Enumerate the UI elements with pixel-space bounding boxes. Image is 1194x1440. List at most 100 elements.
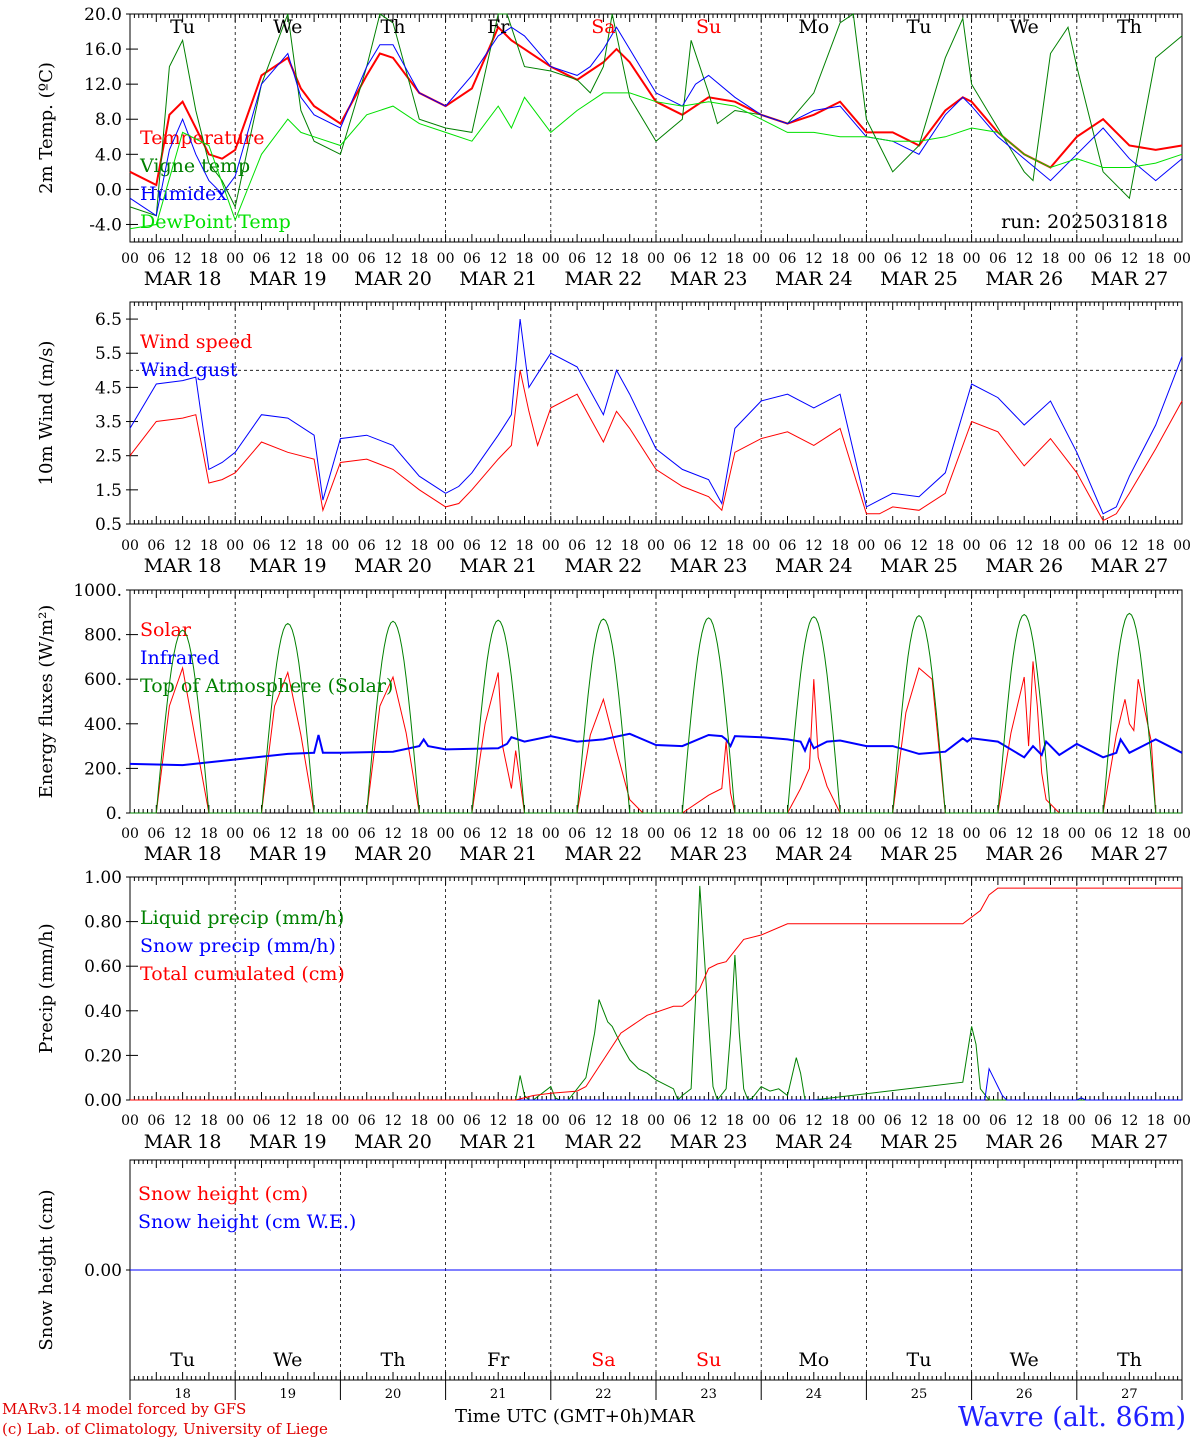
hour-tick-label: 00 bbox=[963, 1113, 981, 1129]
date-label: MAR 18 bbox=[144, 1131, 222, 1153]
hour-tick-label: 00 bbox=[226, 826, 244, 842]
date-label: MAR 27 bbox=[1091, 843, 1169, 865]
hour-tick-label: 18 bbox=[516, 1113, 534, 1129]
y-axis-label: 2m Temp. (ºC) bbox=[36, 62, 57, 194]
hour-tick-label: 06 bbox=[989, 538, 1007, 554]
date-label: MAR 26 bbox=[985, 1131, 1063, 1153]
y-tick-label: 0.40 bbox=[84, 1002, 122, 1022]
date-label: MAR 23 bbox=[670, 1131, 748, 1153]
hour-tick-label: 12 bbox=[594, 826, 612, 842]
hour-tick-label: 00 bbox=[1173, 251, 1191, 267]
hour-tick-label: 06 bbox=[884, 251, 902, 267]
y-tick-label: 0.0 bbox=[95, 180, 122, 200]
y-tick-label: 400. bbox=[84, 715, 122, 735]
day-number-label: 18 bbox=[174, 1387, 191, 1402]
series-line-temperature-3 bbox=[129, 92, 1183, 230]
series-line-temperature-1 bbox=[129, 13, 1183, 217]
hour-tick-label: 06 bbox=[1094, 1113, 1112, 1129]
hour-tick-label: 06 bbox=[147, 538, 165, 554]
hour-tick-label: 00 bbox=[963, 826, 981, 842]
date-label: MAR 22 bbox=[565, 268, 643, 290]
legend-entry: Liquid precip (mm/h) bbox=[140, 907, 344, 929]
legend-entry: Total cumulated (cm) bbox=[140, 963, 345, 985]
hour-tick-label: 12 bbox=[594, 1113, 612, 1129]
hour-tick-label: 12 bbox=[1120, 826, 1138, 842]
hour-tick-label: 12 bbox=[279, 826, 297, 842]
hour-tick-label: 00 bbox=[963, 538, 981, 554]
y-tick-label: 0. bbox=[106, 804, 122, 824]
hour-tick-label: 06 bbox=[989, 251, 1007, 267]
hour-tick-label: 06 bbox=[779, 251, 797, 267]
weekday-label: Sa bbox=[591, 16, 615, 38]
y-tick-label: 1.00 bbox=[84, 868, 122, 888]
weekday-label: We bbox=[1010, 16, 1039, 38]
series-line-precip-2 bbox=[130, 887, 1182, 1101]
hour-tick-label: 12 bbox=[910, 538, 928, 554]
date-label: MAR 25 bbox=[880, 843, 958, 865]
hour-tick-label: 12 bbox=[174, 826, 192, 842]
hour-tick-label: 00 bbox=[857, 538, 875, 554]
date-label: MAR 21 bbox=[459, 555, 537, 577]
hour-tick-label: 06 bbox=[673, 538, 691, 554]
hour-tick-label: 06 bbox=[253, 538, 271, 554]
hour-tick-label: 00 bbox=[857, 251, 875, 267]
series-line-wind-1 bbox=[129, 319, 1183, 515]
y-axis-label: Energy fluxes (W/m²) bbox=[36, 605, 57, 799]
y-tick-label: 0.00 bbox=[84, 1091, 122, 1111]
hour-tick-label: 06 bbox=[779, 826, 797, 842]
y-tick-label: 600. bbox=[84, 670, 122, 690]
hour-tick-label: 06 bbox=[673, 1113, 691, 1129]
weekday-label: Su bbox=[696, 16, 721, 38]
hour-tick-label: 12 bbox=[805, 538, 823, 554]
site-label: Wavre (alt. 86m) bbox=[958, 1402, 1186, 1433]
hour-tick-label: 18 bbox=[726, 251, 744, 267]
y-tick-label: 4.0 bbox=[95, 145, 122, 165]
hour-tick-label: 12 bbox=[489, 251, 507, 267]
day-number-label: 27 bbox=[1121, 1387, 1138, 1402]
hour-tick-label: 06 bbox=[779, 538, 797, 554]
hour-tick-label: 12 bbox=[489, 826, 507, 842]
y-tick-label: 0.80 bbox=[84, 913, 122, 933]
hour-tick-label: 18 bbox=[1042, 251, 1060, 267]
hour-tick-label: 12 bbox=[384, 538, 402, 554]
y-tick-label: 0.5 bbox=[95, 515, 122, 535]
date-label: MAR 21 bbox=[459, 843, 537, 865]
day-number-label: 21 bbox=[490, 1387, 507, 1402]
y-tick-label: 0.20 bbox=[84, 1046, 122, 1066]
hour-tick-label: 00 bbox=[437, 1113, 455, 1129]
y-tick-label: 6.5 bbox=[95, 310, 122, 330]
hour-tick-label: 00 bbox=[857, 1113, 875, 1129]
hour-tick-label: 00 bbox=[437, 251, 455, 267]
hour-tick-label: 06 bbox=[358, 251, 376, 267]
legend-entry: Vigne temp bbox=[139, 155, 250, 177]
date-label: MAR 24 bbox=[775, 555, 853, 577]
date-label: MAR 25 bbox=[880, 1131, 958, 1153]
hour-tick-label: 06 bbox=[884, 826, 902, 842]
hour-tick-label: 18 bbox=[726, 826, 744, 842]
hour-tick-label: 12 bbox=[1120, 251, 1138, 267]
legend-entry: Snow height (cm) bbox=[138, 1183, 308, 1205]
weekday-label: Tu bbox=[170, 1349, 195, 1371]
hour-tick-label: 18 bbox=[621, 538, 639, 554]
hour-tick-label: 00 bbox=[752, 251, 770, 267]
hour-tick-label: 12 bbox=[805, 251, 823, 267]
hour-tick-label: 00 bbox=[1068, 251, 1086, 267]
legend-entry: Infrared bbox=[140, 647, 220, 669]
day-number-label: 23 bbox=[700, 1387, 717, 1402]
hour-tick-label: 18 bbox=[305, 538, 323, 554]
hour-tick-label: 12 bbox=[1015, 251, 1033, 267]
y-tick-label: 4.5 bbox=[95, 378, 122, 398]
hour-tick-label: 18 bbox=[936, 826, 954, 842]
hour-tick-label: 00 bbox=[331, 251, 349, 267]
hour-tick-label: 18 bbox=[305, 826, 323, 842]
hour-tick-label: 00 bbox=[226, 1113, 244, 1129]
legend-entry: Solar bbox=[140, 619, 192, 641]
date-label: MAR 18 bbox=[144, 268, 222, 290]
hour-tick-label: 18 bbox=[621, 826, 639, 842]
date-label: MAR 20 bbox=[354, 268, 432, 290]
hour-tick-label: 06 bbox=[358, 1113, 376, 1129]
hour-tick-label: 12 bbox=[700, 251, 718, 267]
hour-tick-label: 06 bbox=[253, 826, 271, 842]
hour-tick-label: 00 bbox=[752, 538, 770, 554]
hour-tick-label: 12 bbox=[384, 251, 402, 267]
